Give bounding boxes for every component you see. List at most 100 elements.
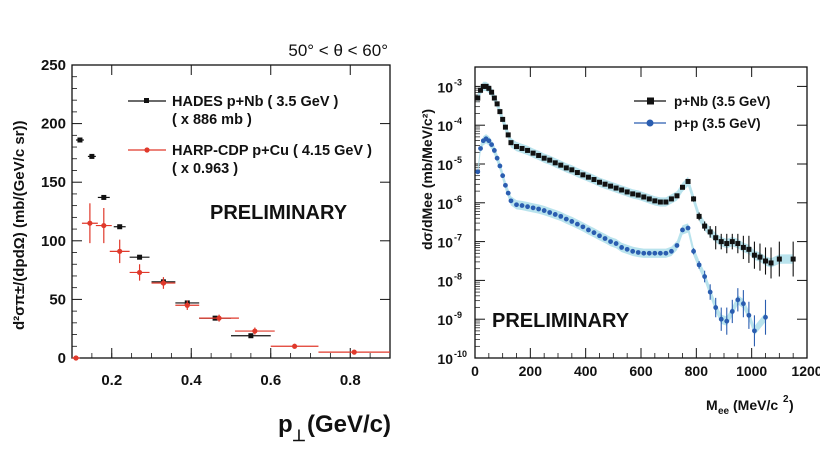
right-point-pp: [500, 173, 506, 179]
right-point-pnb: [624, 189, 630, 195]
right-point-pnb: [519, 145, 525, 151]
right-point-pp: [497, 163, 503, 169]
right-y-tick-exponent: -9: [454, 310, 462, 320]
left-y-tick-label: 0: [58, 350, 66, 367]
right-point-pnb: [674, 193, 680, 199]
right-point-pp: [652, 250, 658, 256]
right-point-pnb: [569, 167, 575, 173]
right-point-pp: [691, 248, 696, 254]
right-point-pnb: [591, 177, 597, 183]
left-x-tick-label: 0.8: [340, 372, 361, 389]
left-x-axis-label: p ⊥ (GeV/c): [278, 411, 391, 445]
right-point-pp: [740, 301, 746, 307]
right-y-tick-label: 10: [437, 196, 453, 212]
right-x-label-base: M: [706, 397, 718, 413]
right-point-pp: [613, 241, 619, 246]
right-point-pnb: [563, 165, 569, 171]
right-x-label-unit: (MeV/c: [733, 397, 778, 413]
right-point-pp: [624, 246, 630, 252]
right-point-pp: [663, 250, 669, 256]
right-y-tick-exponent: -4: [454, 116, 462, 126]
right-point-pp: [702, 274, 708, 279]
right-point-pnb: [491, 95, 497, 101]
right-point-pp: [530, 205, 536, 211]
right-point-pnb: [757, 254, 763, 260]
right-y-tick-exponent: -5: [454, 155, 462, 165]
right-point-pp: [505, 190, 511, 196]
right-point-pnb: [641, 194, 647, 200]
left-point-harp: [117, 248, 123, 254]
left-y-tick-label: 150: [41, 174, 66, 191]
right-x-tick-label: 1200: [791, 363, 820, 379]
right-point-pp: [635, 250, 641, 255]
right-point-pp: [514, 202, 519, 208]
right-point-pp: [569, 219, 575, 224]
legend-marker-harp: [144, 147, 150, 153]
right-point-pp: [707, 289, 713, 295]
left-chart: 50° < θ < 60° 0.2 0.4 0.6 0.8 0 50 100 150 200 25…: [11, 41, 391, 445]
right-point-pnb: [475, 95, 481, 101]
legend-label-pp: p+p (3.5 GeV): [674, 116, 761, 131]
left-point-hades: [117, 224, 123, 230]
left-point-harp: [184, 302, 190, 308]
left-preliminary-label: PRELIMINARY: [210, 202, 348, 224]
right-point-pp: [685, 225, 691, 231]
right-point-pp: [746, 312, 752, 318]
right-point-pp: [489, 142, 494, 148]
right-point-pnb: [751, 252, 757, 258]
right-x-tick-label: 0: [471, 363, 479, 379]
left-legend: HADES p+Nb ( 3.5 GeV ) ( x 886 mb ) HARP…: [128, 94, 372, 177]
left-point-harp: [216, 315, 222, 321]
right-point-pnb: [630, 191, 636, 197]
legend-marker-pnb: [647, 97, 654, 105]
right-point-pnb: [702, 223, 708, 229]
right-point-pnb: [508, 140, 514, 146]
left-data-marks: [72, 137, 390, 361]
right-point-pp: [541, 208, 547, 213]
right-point-pp: [724, 318, 730, 324]
right-point-pp: [503, 182, 508, 188]
right-point-pp: [558, 213, 564, 219]
left-x-label-symbol: p: [278, 411, 293, 438]
right-point-pnb: [541, 155, 547, 161]
right-point-pp: [536, 206, 542, 212]
right-y-tick-exponent: -6: [454, 194, 462, 204]
legend-marker-hades: [144, 98, 149, 103]
legend-scale-hades: ( x 886 mb ): [172, 112, 252, 128]
right-point-pp: [591, 230, 597, 236]
right-point-pnb: [652, 198, 658, 204]
right-axes: 0 200 400 600 800 1000 120010-1010-910-810-710…: [437, 67, 820, 379]
right-point-pnb: [746, 246, 752, 252]
right-point-pnb: [713, 235, 719, 241]
left-point-hades: [248, 333, 254, 339]
right-point-pp: [525, 204, 530, 210]
right-point-pnb: [776, 256, 782, 262]
left-point-harp: [292, 343, 298, 349]
right-point-pnb: [768, 260, 774, 266]
right-point-pp: [602, 236, 608, 241]
right-point-pp: [752, 328, 757, 334]
right-point-pp: [478, 146, 483, 151]
left-point-harp: [252, 328, 258, 334]
left-point-hades: [89, 153, 95, 159]
right-y-tick-exponent: -10: [454, 349, 467, 359]
right-x-tick-label: 600: [629, 363, 653, 379]
right-point-pp: [491, 148, 497, 153]
left-y-tick-label: 50: [49, 291, 66, 308]
right-point-pnb: [536, 152, 542, 158]
right-point-pp: [608, 239, 613, 245]
right-point-pnb: [497, 109, 503, 115]
right-point-pnb: [696, 213, 702, 219]
left-y-tick-label: 100: [41, 233, 66, 250]
left-axes: 0.2 0.4 0.6 0.8 0 50 100 150 200 250: [41, 57, 390, 389]
right-point-pp: [580, 224, 586, 230]
left-point-hades: [137, 254, 143, 260]
right-point-pnb: [585, 174, 591, 180]
right-point-pnb: [657, 199, 663, 205]
legend-scale-harp: ( x 0.963 ): [172, 161, 238, 177]
left-point-hades: [77, 137, 83, 143]
right-point-pnb: [514, 144, 519, 150]
left-point-hades: [101, 194, 107, 200]
right-x-tick-label: 400: [574, 363, 598, 379]
left-y-tick-label: 250: [41, 57, 66, 74]
